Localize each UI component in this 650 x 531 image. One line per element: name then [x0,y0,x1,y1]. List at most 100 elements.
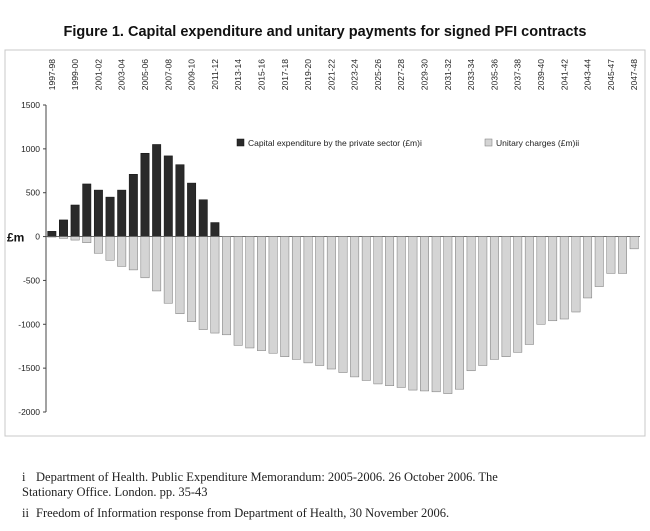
unitary-charge-bar [105,236,115,261]
capex-bar [128,174,138,237]
unitary-charge-bar [47,236,57,238]
unitary-charge-bar [128,236,138,271]
unitary-charge-bar [326,236,336,370]
unitary-charge-bar [606,236,616,274]
unitary-charge-bar [478,236,488,366]
unitary-charge-bar [431,236,441,393]
unitary-charge-bar [117,236,127,267]
capex-bar [152,144,162,237]
unitary-charge-bar [210,236,220,334]
x-tick-label: 2013-14 [233,59,243,90]
x-tick-label: 2029-30 [420,59,430,90]
unitary-charge-bar [291,236,301,360]
chart-title: Figure 1. Capital expenditure and unitar… [63,24,587,40]
footnote-1-mark: i [22,470,26,484]
unitary-charge-bar [257,236,266,351]
x-tick-label: 2005-06 [140,59,150,90]
x-tick-label: 2009-10 [187,59,197,90]
x-tick-label: 2047-48 [629,59,639,90]
y-tick-label: -2000 [18,407,40,417]
y-tick-label: 0 [35,232,40,242]
unitary-charge-bar [303,236,313,364]
capex-bar [140,152,150,237]
x-tick-label: 2039-40 [536,59,546,90]
x-tick-label: 1999-00 [70,59,80,90]
unitary-charge-bar [548,236,558,322]
unitary-charge-bar [559,236,569,320]
unitary-charge-bar [594,236,604,287]
x-tick-label: 2027-28 [396,59,406,90]
unitary-charge-bar [361,236,371,381]
capex-bar [82,183,92,237]
unitary-charge-bar [233,236,243,346]
unitary-charge-bar [59,236,68,239]
unitary-charge-bar [501,236,511,357]
x-tick-label: 2033-34 [466,59,476,90]
x-tick-label: 2007-08 [163,59,173,90]
unitary-charge-bar [175,236,185,315]
unitary-charge-bar [571,236,581,313]
legend-unitary-swatch [484,138,493,147]
capex-bar [163,155,173,237]
unitary-charge-bar [82,236,92,243]
x-tick-label: 2001-02 [93,59,103,90]
x-tick-label: 2023-24 [350,59,360,90]
x-tick-label: 2031-32 [443,59,453,90]
unitary-charge-bar [245,236,255,349]
unitary-charge-bar [466,236,476,372]
unitary-charge-bar [70,236,80,241]
y-tick-label: 1000 [21,144,40,154]
unitary-charge-bar [408,236,418,391]
x-tick-label: 2021-22 [326,59,336,90]
y-tick-label: -1500 [18,363,40,373]
x-tick-label: 2003-04 [117,59,127,90]
x-tick-label: 2015-16 [256,59,266,90]
y-tick-label: 500 [26,188,40,198]
unitary-charge-bar [524,236,534,345]
capex-bar [175,164,185,237]
x-tick-label: 2011-12 [210,59,220,90]
unitary-charge-bar [513,236,523,353]
unitary-charge-bar [536,236,546,325]
unitary-charge-bar [420,236,429,392]
capex-bar [47,231,57,237]
legend-capex-swatch [236,138,245,147]
capex-bar [187,182,197,237]
unitary-charge-bar [163,236,173,304]
x-tick-label: 1997-98 [47,59,57,90]
unitary-charge-bar [93,236,103,254]
y-tick-label: -1000 [18,319,40,329]
capex-bar [117,189,127,237]
unitary-charge-bar [152,236,162,292]
x-tick-label: 2037-38 [513,59,523,90]
unitary-charge-bar [280,236,290,357]
unitary-charge-bar [583,236,593,299]
unitary-charge-bar [187,236,197,322]
unitary-charge-bar [629,236,639,250]
x-tick-label: 2041-42 [559,59,569,90]
unitary-charge-bar [455,236,464,390]
capex-bar [105,196,115,237]
footnote-2-text: Freedom of Information response from Dep… [36,506,450,520]
unitary-charge-bar [198,236,208,330]
x-tick-label: 2017-18 [280,59,290,90]
y-axis-label: £m [7,231,24,245]
unitary-charge-bar [396,236,406,388]
y-tick-label: -500 [23,275,40,285]
legend-capex-label: Capital expenditure by the private secto… [248,138,422,148]
chart-frame [4,49,646,437]
footnote-1-text-cont: Stationary Office. London. pp. 35-43 [22,485,208,499]
unitary-charge-bar [350,236,360,378]
unitary-charge-bar [443,236,453,394]
legend-unitary-label: Unitary charges (£m)ii [496,138,579,148]
unitary-charge-bar [268,236,278,354]
footnote-1: i Department of Health. Public Expenditur… [22,470,498,500]
footnote-2: ii Freedom of Information response from D… [22,506,449,521]
unitary-charge-bar [222,236,231,336]
unitary-charge-bar [315,236,325,366]
footnote-1-text: Department of Health. Public Expenditure… [36,470,498,484]
x-tick-label: 2019-20 [303,59,313,90]
x-tick-label: 2045-47 [606,59,616,90]
